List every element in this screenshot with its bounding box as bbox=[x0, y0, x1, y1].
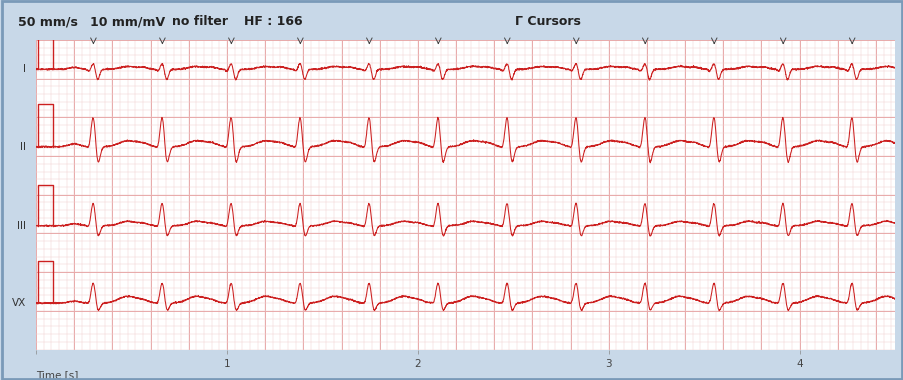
Text: VX: VX bbox=[12, 298, 26, 308]
Text: HF : 166: HF : 166 bbox=[244, 16, 303, 28]
Text: III: III bbox=[17, 221, 26, 231]
Text: I: I bbox=[23, 64, 26, 74]
Text: 50 mm/s: 50 mm/s bbox=[18, 16, 78, 28]
Text: Time [s]: Time [s] bbox=[36, 370, 79, 380]
Text: no filter: no filter bbox=[172, 16, 228, 28]
Text: II: II bbox=[20, 142, 26, 152]
Text: Γ Cursors: Γ Cursors bbox=[515, 16, 581, 28]
Text: 10 mm/mV: 10 mm/mV bbox=[90, 16, 165, 28]
